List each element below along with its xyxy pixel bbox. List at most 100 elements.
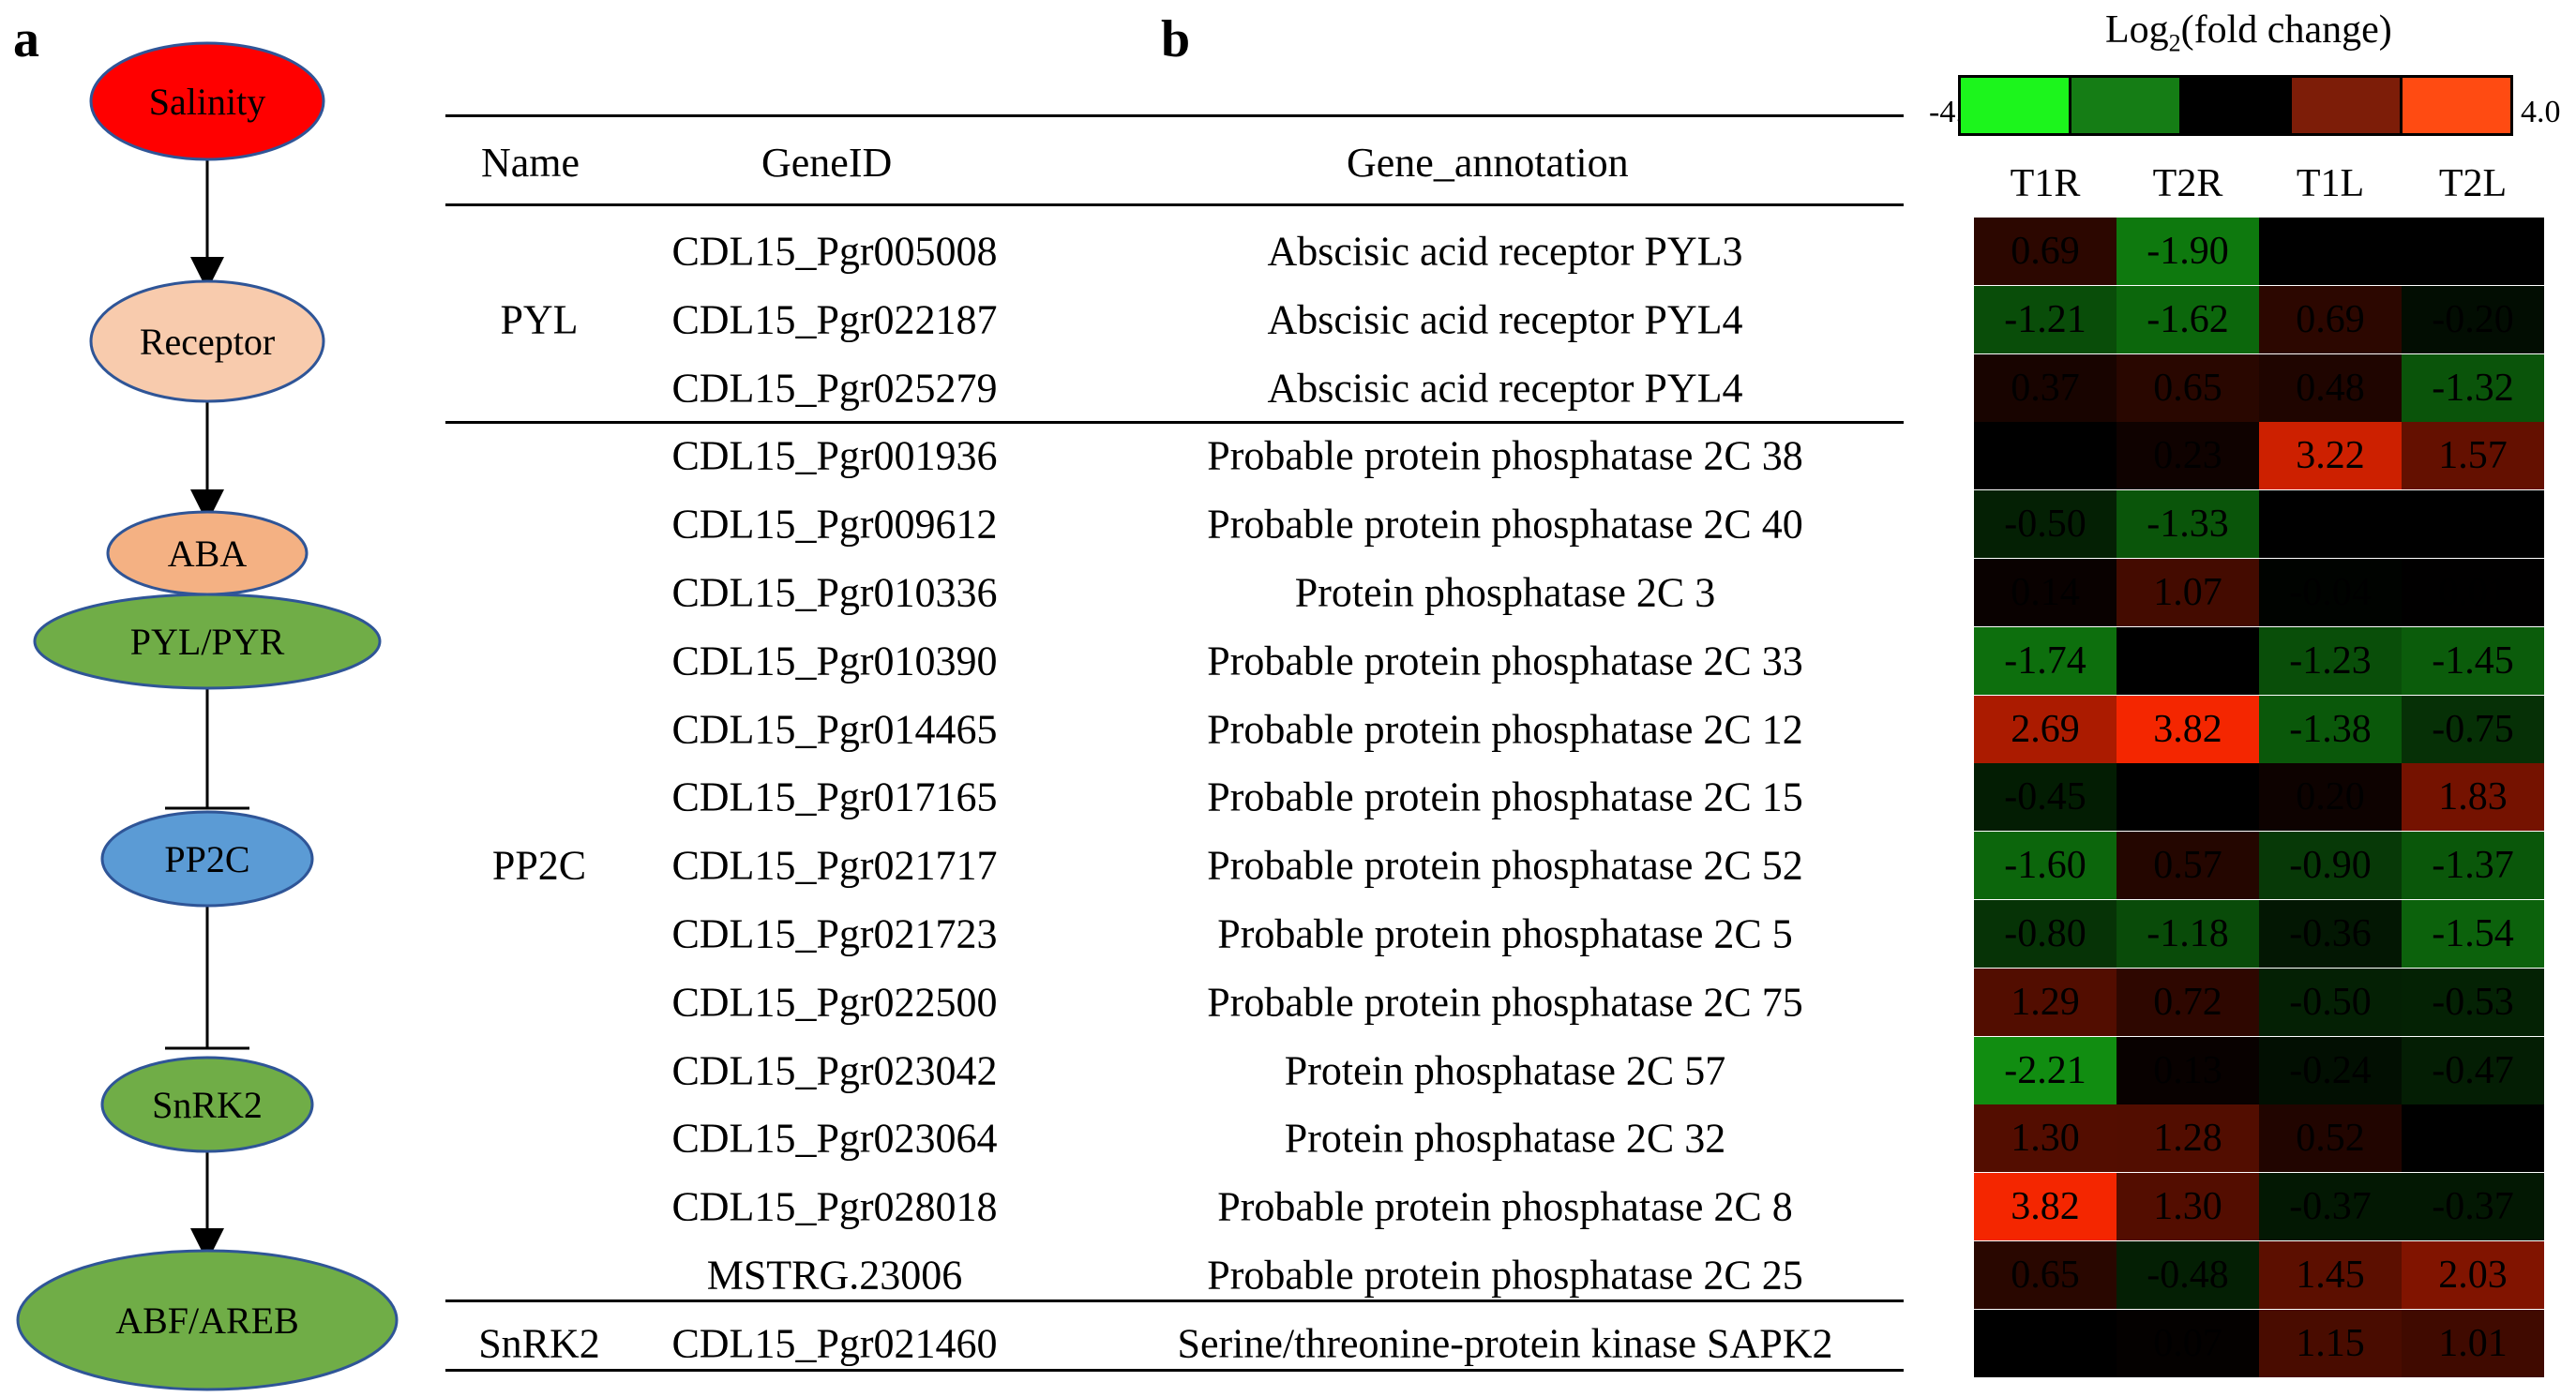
gene-id: CDL15_Pgr022500 [671,979,998,1026]
heatmap-cell: -1.62 [2117,285,2259,353]
heatmap-cell: -1.33 [2117,490,2259,559]
heatmap-cell: -0.37 [2402,1173,2544,1241]
node-receptor [89,279,325,403]
panel-label-b: b [1161,10,1191,68]
gene-annotation: Protein phosphatase 2C 32 [1284,1115,1726,1162]
group-name: PYL [500,296,579,343]
node-label-aba: ABA [168,533,248,575]
heatmap-cell: -1.18 [2117,900,2259,968]
gene-id: CDL15_Pgr028018 [671,1183,998,1230]
heatmap-cell: -0.50 [1974,490,2117,559]
gene-annotation: Probable protein phosphatase 2C 8 [1217,1183,1793,1230]
heatmap-cell: 0.01 [2402,559,2544,626]
gene-annotation: Abscisic acid receptor PYL4 [1267,296,1743,343]
heatmap-cell: 1.57 [2402,422,2544,490]
heatmap-cell [2402,490,2544,559]
heatmap-cell: 1.30 [2117,1173,2259,1241]
heatmap-cell: 1.07 [2117,559,2259,626]
header-rule [445,203,1904,206]
gene-id: CDL15_Pgr023064 [671,1115,998,1162]
table-bottom-rule [445,1369,1904,1372]
gene-annotation: Probable protein phosphatase 2C 38 [1207,432,1803,479]
gene-id: CDL15_Pgr017165 [671,774,998,820]
gene-id: CDL15_Pgr009612 [671,501,998,548]
gene-id: CDL15_Pgr005008 [671,228,998,275]
heatmap-cell: 0.13 [2117,1036,2259,1104]
gene-annotation: Abscisic acid receptor PYL3 [1267,228,1743,275]
gene-annotation: Serine/threonine-protein kinase SAPK2 [1177,1320,1833,1367]
heatmap-cell: 1.83 [2402,763,2544,832]
gene-id: CDL15_Pgr021723 [671,910,998,957]
node-label-receptor: Receptor [140,321,275,363]
heatmap-col-t2r: T2R [2152,162,2223,205]
heatmap-cell: -0.24 [2259,1036,2402,1104]
heatmap-cell: 1.29 [1974,968,2117,1036]
heatmap-cell: 0.57 [2117,832,2259,900]
legend-segment [2181,78,2293,133]
node-snrk2 [100,1056,314,1153]
gene-annotation: Probable protein phosphatase 2C 5 [1217,910,1793,957]
node-salinity [89,41,325,161]
heatmap-cell: 3.82 [1974,1173,2117,1241]
gene-id: CDL15_Pgr021717 [671,842,998,889]
gene-annotation: Protein phosphatase 2C 3 [1294,569,1716,616]
table-top-rule [445,114,1904,117]
heatmap-cell: -0.45 [1974,763,2117,832]
panel-label-a: a [13,10,39,68]
node-pp2c [100,810,314,908]
gene-id: CDL15_Pgr001936 [671,432,998,479]
heatmap-cell: 0.65 [1974,1241,2117,1309]
heatmap-cell: 0.14 [1974,559,2117,626]
heatmap-cell [2402,1104,2544,1173]
heatmap-cell: 0.07 [2117,1309,2259,1377]
node-label-salinity: Salinity [149,81,265,123]
node-abf [16,1249,399,1391]
legend-title-suffix: (fold change) [2180,8,2392,52]
heatmap-cell: 3.82 [2117,695,2259,763]
header-name: Name [481,140,580,186]
heatmap-cell [1974,422,2117,490]
gene-annotation: Probable protein phosphatase 2C 33 [1207,638,1803,684]
heatmap-cell [1974,1309,2117,1377]
legend-segment [1961,78,2071,133]
gene-annotation: Probable protein phosphatase 2C 75 [1207,979,1803,1026]
heatmap-cell: 0.23 [2117,422,2259,490]
heatmap-col-t2l: T2L [2438,162,2508,205]
heatmap-cell: 0.20 [2259,763,2402,832]
heatmap-cell: -0.04 [2259,559,2402,626]
legend-segment [2292,78,2403,133]
heatmap-cell: 1.01 [2402,1309,2544,1377]
header-gene-annotation: Gene_annotation [1347,140,1629,186]
heatmap-cell: 2.69 [1974,695,2117,763]
gene-annotation: Probable protein phosphatase 2C 15 [1207,774,1803,820]
gene-id: CDL15_Pgr022187 [671,296,998,343]
pp2c-bottom-rule [445,1299,1904,1302]
group-name: PP2C [491,842,587,889]
node-label-snrk2: SnRK2 [152,1084,263,1126]
heatmap-cell: -0.37 [2259,1173,2402,1241]
legend-title-sub: 2 [2168,29,2181,57]
heatmap-cell: 1.28 [2117,1104,2259,1173]
heatmap-cell: -0.36 [2259,900,2402,968]
heatmap-cell: -0.47 [2402,1036,2544,1104]
heatmap-cell: 1.15 [2259,1309,2402,1377]
heatmap-cell: -1.45 [2402,626,2544,695]
node-pyl [33,593,382,690]
heatmap-cell: -1.60 [1974,832,2117,900]
heatmap-cell: 0.72 [2117,968,2259,1036]
heatmap-cell: 0.00 [2259,218,2402,285]
gene-annotation: Abscisic acid receptor PYL4 [1267,365,1743,412]
heatmap-cell: -1.54 [2402,900,2544,968]
gene-id: MSTRG.23006 [706,1252,963,1299]
gene-id: CDL15_Pgr014465 [671,706,998,753]
heatmap-cell: -0.75 [2402,695,2544,763]
heatmap-cell: 0.00 [2259,490,2402,559]
heatmap-cell: -0.53 [2402,968,2544,1036]
gene-id: CDL15_Pgr021460 [671,1320,998,1367]
heatmap-col-t1r: T1R [2010,162,2081,205]
heatmap-cell: 0.52 [2259,1104,2402,1173]
heatmap-cell [2117,626,2259,695]
heatmap-cell: 0.69 [2259,285,2402,353]
heatmap-cell: 0.37 [1974,353,2117,422]
group-name: SnRK2 [478,1320,600,1367]
